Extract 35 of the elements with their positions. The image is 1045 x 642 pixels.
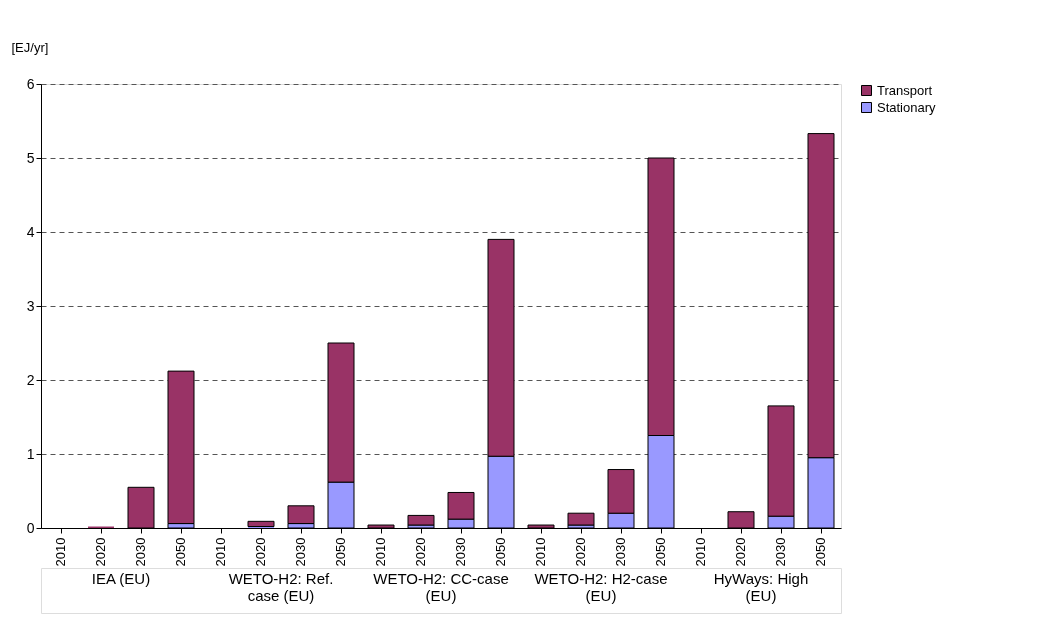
text: IEA (EU)	[91, 570, 151, 587]
x-tick-label: 2050	[813, 537, 828, 567]
y-tick-label: 3	[26, 297, 35, 314]
x-tick-label: 2010	[693, 537, 708, 567]
x-tick-label: 2020	[93, 537, 108, 567]
text: WETO-H2: CC-case (EU)	[373, 570, 509, 604]
y-tick-label: 1	[26, 445, 35, 462]
y-axis-title: [EJ/yr]	[11, 39, 49, 55]
x-tick-label: 2020	[733, 537, 748, 567]
text: HyWays: High (EU)	[713, 570, 809, 604]
x-tick-label: 2010	[533, 537, 548, 567]
x-tick-label: 2050	[653, 537, 668, 567]
x-tick-label: 2030	[133, 537, 148, 567]
x-tick-label: 2050	[173, 537, 188, 567]
y-tick-label: 5	[26, 149, 35, 166]
text: WETO-H2: H2-case (EU)	[534, 570, 668, 604]
x-tick-label: 2020	[573, 537, 588, 567]
x-tick-label: 2020	[253, 537, 268, 567]
y-tick-label: 0	[26, 519, 35, 536]
x-tick-label: 2050	[333, 537, 348, 567]
x-tick-label: 2030	[293, 537, 308, 567]
y-tick-label: 4	[26, 223, 35, 240]
x-tick-label: 2020	[413, 537, 428, 567]
x-tick-label: 2030	[773, 537, 788, 567]
text: WETO-H2: Ref. case (EU)	[228, 570, 334, 604]
legend-label: Transport	[877, 82, 933, 98]
x-tick-label: 2030	[453, 537, 468, 567]
y-tick-label: 2	[26, 371, 35, 388]
x-tick-label: 2010	[373, 537, 388, 567]
y-tick-label: 6	[26, 75, 35, 92]
x-tick-label: 2010	[213, 537, 228, 567]
x-tick-label: 2050	[493, 537, 508, 567]
x-tick-label: 2030	[613, 537, 628, 567]
legend-label: Stationary	[877, 99, 937, 115]
x-tick-label: 2010	[53, 537, 68, 567]
